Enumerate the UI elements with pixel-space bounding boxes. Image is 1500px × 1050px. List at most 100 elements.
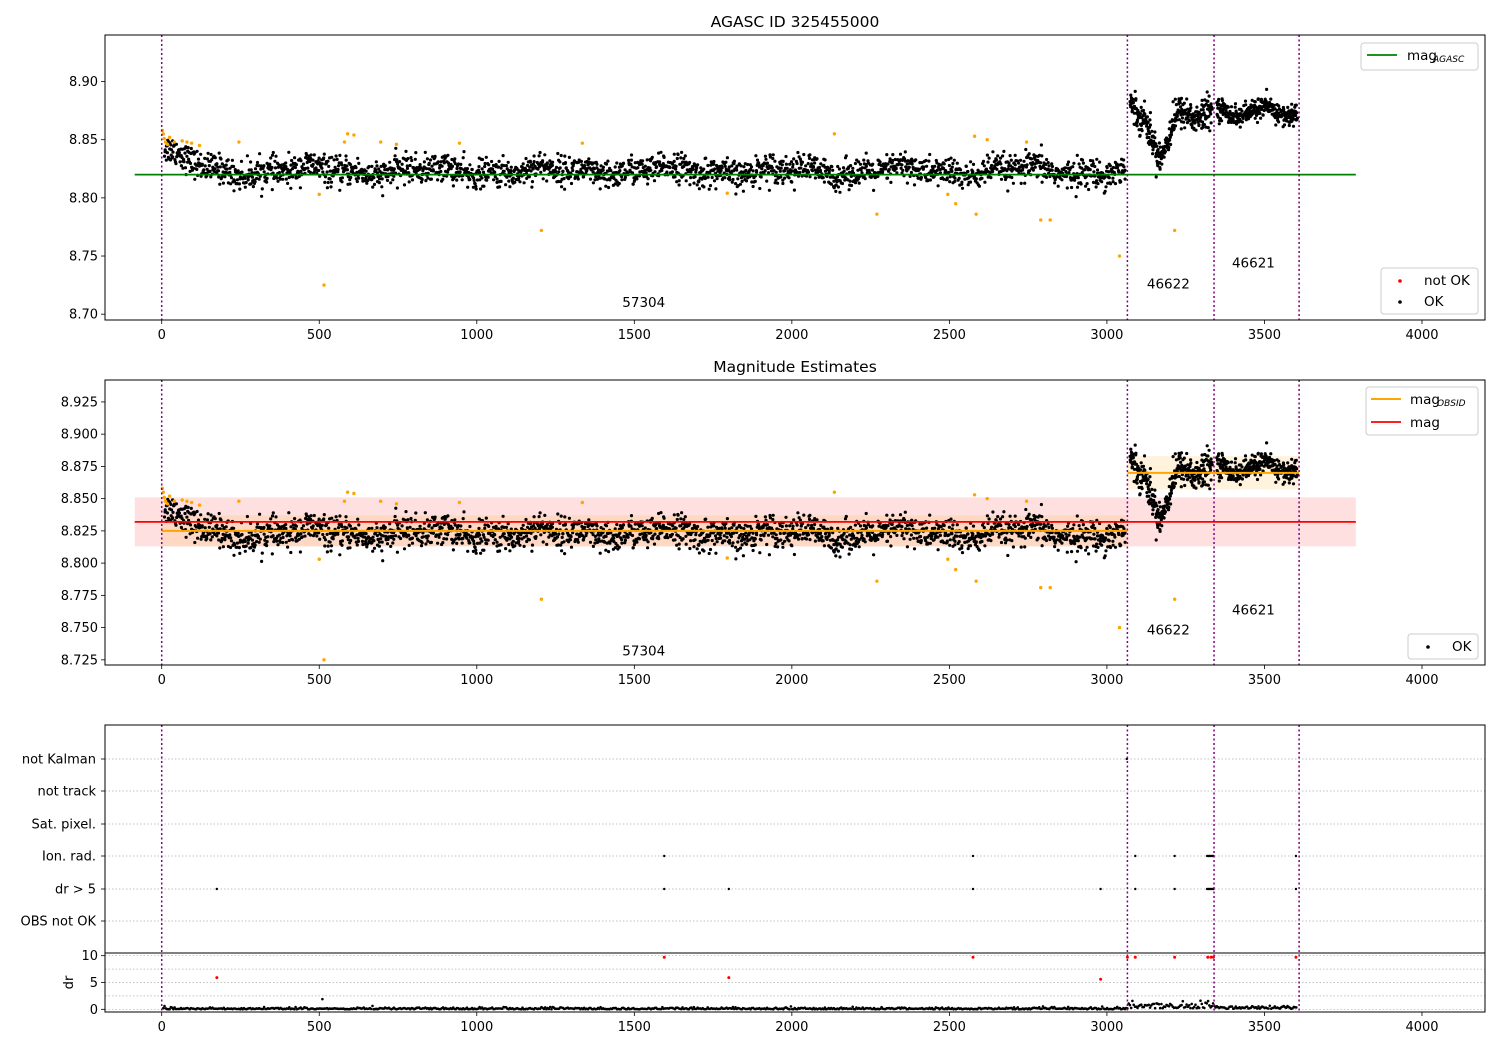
ok-point [571, 168, 575, 173]
ok-point [1269, 97, 1273, 101]
ok-point [559, 543, 563, 547]
ok-point [1169, 142, 1173, 147]
ok-point [813, 539, 818, 543]
ok-point [849, 537, 853, 541]
ok-point [677, 183, 681, 187]
ok-point [289, 525, 293, 529]
ok-point [806, 162, 810, 166]
ok-point [644, 171, 648, 175]
ok-point [385, 542, 390, 546]
ok-point [346, 538, 350, 542]
ok-point [802, 513, 806, 517]
ok-point [395, 186, 399, 190]
ok-point [311, 162, 315, 166]
ok-point [1088, 168, 1092, 172]
ok-point [494, 524, 498, 528]
ok-point [645, 158, 649, 162]
ok-point [788, 162, 792, 166]
ok-point [655, 527, 659, 531]
ok-point [423, 150, 427, 154]
ok-point [513, 180, 517, 184]
ok-point [526, 525, 530, 529]
ok-point [770, 166, 774, 170]
ok-point [575, 532, 580, 536]
ok-point [306, 166, 310, 170]
ok-point [1294, 113, 1298, 118]
ok-point [1209, 102, 1213, 106]
ok-point [562, 177, 566, 181]
ok-point [741, 554, 746, 558]
ok-point [995, 167, 999, 171]
ok-point [386, 537, 390, 542]
ok-point [870, 168, 875, 172]
ok-point [541, 177, 545, 181]
ok-point [1207, 94, 1211, 98]
ok-point [985, 514, 990, 518]
ok-point [559, 153, 563, 158]
ok-point [751, 184, 755, 189]
ok-point [250, 538, 254, 542]
ok-point [454, 537, 458, 541]
ok-point [980, 176, 984, 180]
ok-point [864, 526, 869, 530]
ok-point [398, 160, 402, 164]
ok-point [532, 160, 536, 164]
ok-point [1005, 175, 1009, 179]
ok-point [465, 167, 469, 171]
ok-point [755, 170, 759, 174]
ok-point [389, 181, 393, 185]
ok-point [925, 526, 929, 530]
ok-point [1050, 162, 1054, 166]
ok-point [531, 167, 535, 171]
ok-point [618, 169, 622, 173]
ok-point [171, 510, 175, 514]
ok-point [742, 527, 746, 531]
ok-point [740, 543, 744, 547]
ok-point [704, 156, 708, 160]
ok-point [798, 533, 802, 537]
ok-point [493, 538, 497, 542]
ok-point [446, 522, 450, 527]
ok-point [228, 170, 232, 174]
ok-point [778, 531, 782, 536]
ok-point [405, 164, 409, 168]
ok-point [235, 541, 239, 545]
ok-point [461, 156, 465, 160]
ok-point [857, 181, 861, 185]
ok-point [271, 511, 275, 515]
ok-point [199, 513, 203, 517]
ok-point [885, 539, 890, 543]
ok-point [189, 506, 193, 510]
ok-point [755, 158, 760, 162]
ok-point [1111, 180, 1115, 184]
ok-point [1050, 168, 1054, 172]
ok-point [315, 534, 319, 538]
ok-point [773, 181, 777, 185]
ok-point [1011, 181, 1016, 185]
ok-point [730, 526, 734, 530]
ok-point [1254, 105, 1258, 109]
ok-point [673, 538, 677, 542]
ok-point [569, 181, 574, 186]
ok-point [1047, 164, 1051, 168]
ok-point [323, 544, 327, 548]
ok-point [372, 182, 377, 186]
ok-point [276, 179, 280, 183]
ok-point [184, 535, 188, 539]
ok-point [466, 549, 470, 553]
ok-point [289, 163, 293, 167]
ok-point [971, 170, 975, 174]
ok-point [207, 164, 211, 168]
ok-points [162, 87, 1299, 199]
ok-point [909, 533, 914, 537]
ok-point [650, 155, 654, 159]
ok-point [983, 534, 988, 538]
ok-point [715, 177, 719, 181]
ok-point [270, 552, 274, 556]
ok-point [825, 174, 829, 179]
ok-point [203, 526, 207, 530]
ok-point [949, 517, 953, 521]
ok-point [482, 548, 486, 552]
ok-point [240, 170, 244, 174]
ok-point [284, 177, 288, 181]
